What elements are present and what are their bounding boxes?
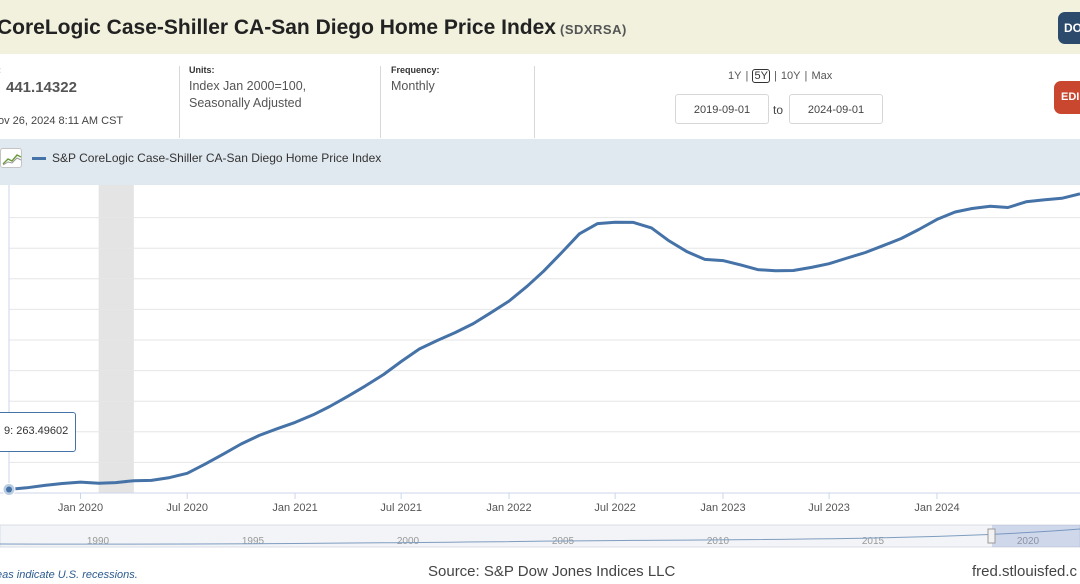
navigator-label: 2010	[707, 536, 730, 547]
fred-url[interactable]: fred.stlouisfed.c	[972, 563, 1078, 580]
navigator-area	[0, 524, 1080, 548]
units-line-2: Seasonally Adjusted	[189, 96, 302, 110]
range-10y-button[interactable]: 10Y	[780, 70, 801, 82]
recession-band	[98, 185, 134, 493]
navigator-series	[0, 528, 1080, 545]
chart-area[interactable]: Jan 2020 Jul 2020 Jan 2021 Jul 2021 Jan 2022…	[0, 185, 1080, 560]
x-tick-label: Jul 2020	[166, 502, 208, 514]
legend-label[interactable]: S&P CoreLogic Case-Shiller CA-San Diego …	[52, 151, 382, 165]
navigator-label: 2000	[397, 536, 420, 547]
navigator-label: 2015	[862, 536, 885, 547]
start-date-input[interactable]: 2019-09-01	[675, 94, 769, 124]
legend-swatch	[32, 157, 46, 160]
tooltip-text: 9: 263.49602	[4, 425, 69, 437]
x-tick-label: Jan 2024	[914, 502, 959, 514]
data-tooltip: 9: 263.49602	[0, 412, 76, 452]
meta-divider	[534, 66, 535, 138]
legend-bar	[0, 139, 1080, 185]
edit-graph-button[interactable]: EDI	[1054, 81, 1080, 114]
chart-type-icon[interactable]	[0, 148, 22, 168]
source-label: Source: S&P Dow Jones Indices LLC	[428, 563, 676, 580]
title-bar: CoreLogic Case-Shiller CA-San Diego Home…	[0, 0, 1080, 54]
navigator-label: 1995	[242, 536, 265, 547]
x-tick-label: Jul 2021	[380, 502, 422, 514]
meta-divider	[179, 66, 180, 138]
observation-label: :	[0, 65, 1, 75]
recession-note: eas indicate U.S. recessions.	[0, 569, 138, 581]
x-tick-label: Jan 2023	[700, 502, 745, 514]
x-tick-label: Jul 2023	[808, 502, 850, 514]
navigator-label: 1990	[87, 536, 110, 547]
units-label: Units:	[189, 65, 215, 75]
to-label: to	[773, 103, 784, 117]
x-tick-label: Jan 2020	[58, 502, 103, 514]
highlight-point	[6, 486, 12, 493]
range-max-button[interactable]: Max	[811, 70, 833, 82]
observation-value: 441.14322	[6, 79, 77, 96]
meta-divider	[380, 66, 381, 138]
x-tick-label: Jan 2022	[486, 502, 531, 514]
x-tick-label: Jul 2022	[594, 502, 636, 514]
navigator-label: 2020	[1017, 536, 1040, 547]
frequency-value: Monthly	[391, 79, 435, 93]
units-line-1: Index Jan 2000=100,	[189, 79, 307, 93]
series-title-text: CoreLogic Case-Shiller CA-San Diego Home…	[0, 16, 556, 39]
series-id: (SDXRSA)	[559, 22, 627, 37]
range-1y-button[interactable]: 1Y	[728, 70, 742, 82]
frequency-label: Frequency:	[391, 65, 440, 75]
navigator-handle	[987, 528, 996, 544]
updated-timestamp: ov 26, 2024 8:11 AM CST	[0, 115, 124, 127]
series-title: CoreLogic Case-Shiller CA-San Diego Home…	[0, 16, 627, 40]
range-5y-button[interactable]: 5Y	[752, 69, 770, 83]
end-date-input[interactable]: 2024-09-01	[789, 94, 883, 124]
range-selector: 1Y | 5Y | 10Y | Max	[728, 69, 833, 83]
series-line	[8, 192, 1080, 491]
navigator-selection	[992, 525, 1080, 547]
x-tick-label: Jan 2021	[272, 502, 317, 514]
download-button[interactable]: DO	[1058, 12, 1080, 44]
